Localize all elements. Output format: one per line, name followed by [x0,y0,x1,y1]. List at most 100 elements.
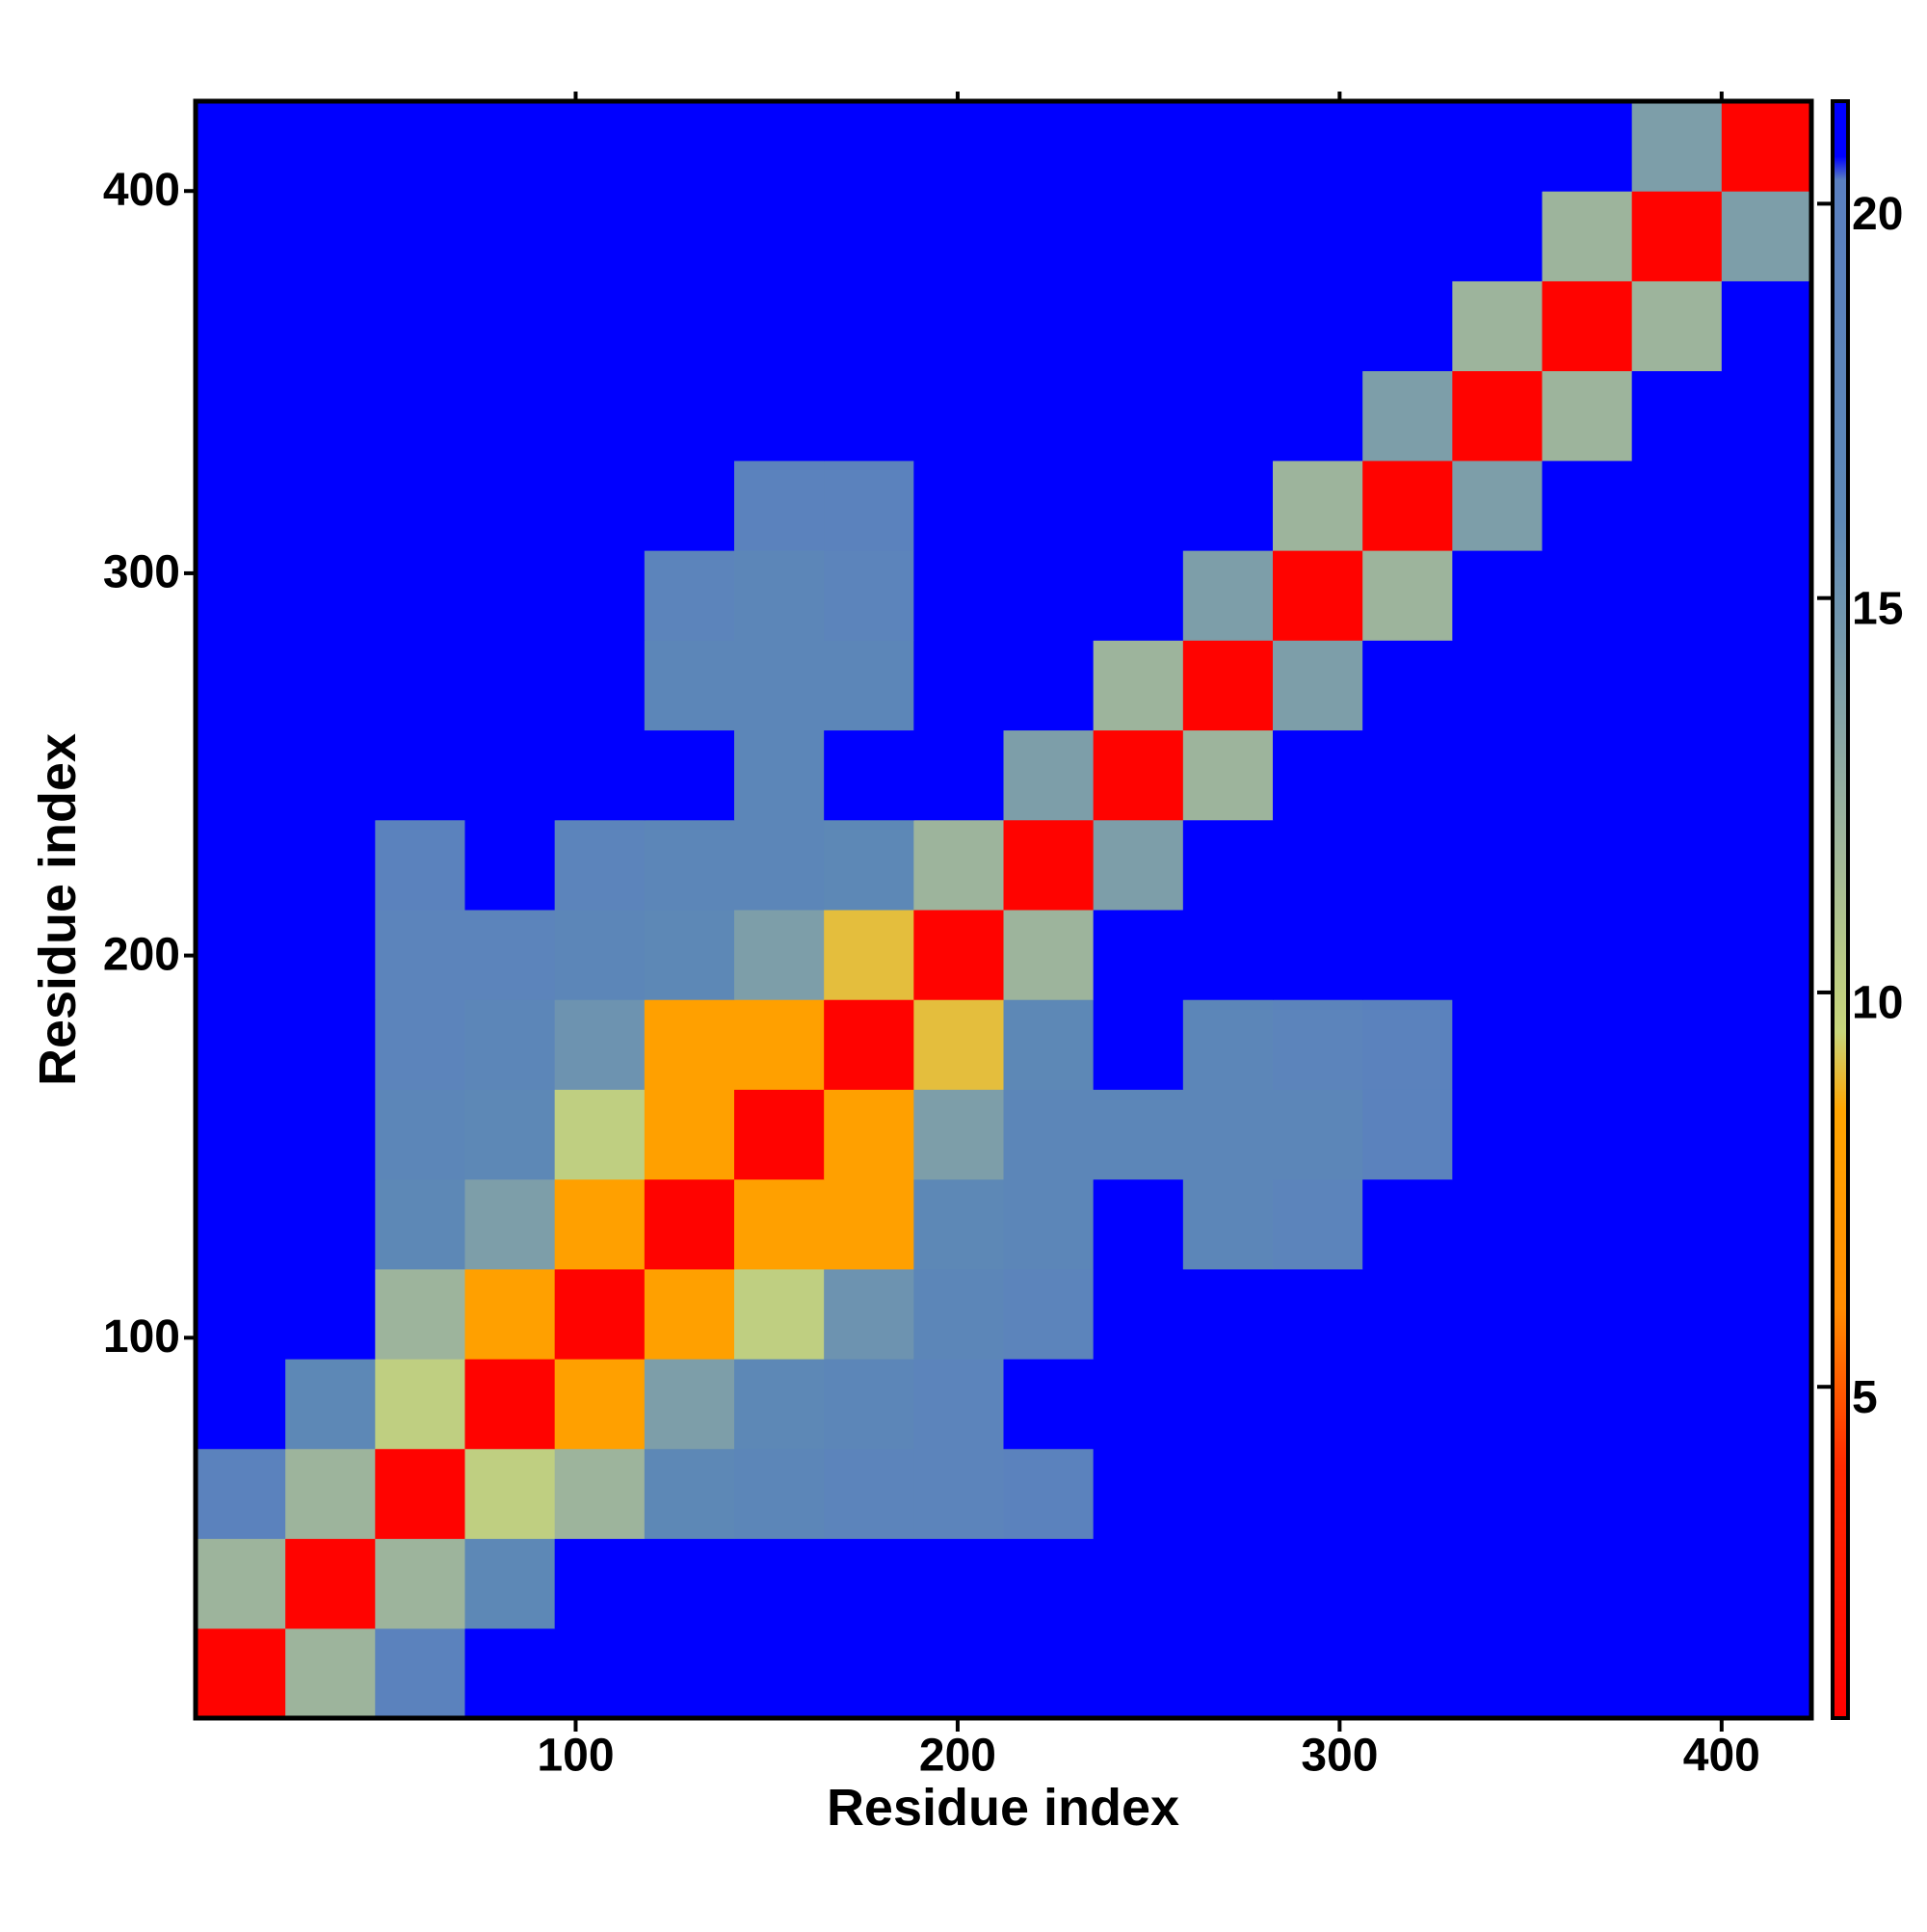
heatmap-cell [1003,1538,1095,1629]
heatmap-cell [554,550,646,641]
heatmap-cell [375,280,465,372]
heatmap-cell [1182,819,1274,911]
heatmap-cell [464,280,556,372]
heatmap-cell [1452,280,1543,372]
heatmap-cell [1182,370,1274,462]
heatmap-cell [1542,999,1633,1090]
heatmap-cell [1631,910,1723,1000]
heatmap-cell [824,280,914,372]
heatmap-cell [644,1359,735,1449]
heatmap-cell [464,191,556,281]
heatmap-cell [1182,1178,1274,1270]
heatmap-cell [554,1538,646,1629]
heatmap-cell [734,1268,825,1360]
heatmap-cell [375,460,465,551]
heatmap-cell [644,280,735,372]
heatmap-cell [1542,1538,1633,1629]
heatmap-cell [824,191,914,281]
heatmap-cell [1182,910,1274,1000]
heatmap-cell [1362,1089,1453,1180]
heatmap-cell [1631,999,1723,1090]
heatmap-cell [1182,101,1274,192]
heatmap-cell [1721,910,1812,1000]
heatmap-cell [1093,191,1184,281]
heatmap-cell [1542,280,1633,372]
heatmap-cell [196,640,286,731]
heatmap-cell [1631,101,1723,192]
heatmap-cell [1631,370,1723,462]
heatmap-cell [196,1448,286,1540]
heatmap-cell [285,280,376,372]
heatmap-cell [196,280,286,372]
heatmap-cell [1273,1089,1363,1180]
heatmap-cell [196,550,286,641]
heatmap-cell [1542,729,1633,821]
heatmap-cell [554,191,646,281]
heatmap-cell [1182,280,1274,372]
heatmap-cell [824,101,914,192]
heatmap-cell [1542,640,1633,731]
y-tick-label: 300 [103,547,180,598]
heatmap-cell [375,1628,465,1719]
heatmap-cell [196,729,286,821]
heatmap-cell [464,910,556,1000]
heatmap-cell [554,729,646,821]
heatmap-cell [285,640,376,731]
heatmap-cell [824,1538,914,1629]
heatmap-cell [1631,819,1723,911]
heatmap-cell [1093,1359,1184,1449]
heatmap-cell [913,280,1004,372]
heatmap-cell [1721,999,1812,1090]
heatmap-cell [734,370,825,462]
x-axis-label: Residue index [827,1779,1179,1837]
heatmap-cell [464,550,556,641]
heatmap-cell [1362,1359,1453,1449]
heatmap-cell [464,101,556,192]
heatmap-cell [1631,550,1723,641]
heatmap-cell [1182,1089,1274,1180]
heatmap-cell [913,1359,1004,1449]
heatmap-cell [644,101,735,192]
heatmap-cell [554,640,646,731]
heatmap [196,101,1812,1719]
heatmap-cell [824,729,914,821]
heatmap-cell [1452,1089,1543,1180]
x-tick-label: 400 [1683,1731,1760,1782]
heatmap-cell [734,910,825,1000]
heatmap-cell [824,1628,914,1719]
heatmap-cell [644,910,735,1000]
heatmap-cell [1273,1448,1363,1540]
heatmap-cell [1273,910,1363,1000]
heatmap-cell [1452,1538,1543,1629]
y-tick-label: 100 [103,1311,180,1363]
heatmap-cell [824,1178,914,1270]
heatmap-cell [1721,819,1812,911]
heatmap-cell [913,729,1004,821]
heatmap-cell [913,191,1004,281]
heatmap-cell [1093,819,1184,911]
heatmap-cell [1273,460,1363,551]
heatmap-cell [1721,640,1812,731]
heatmap-cell [196,819,286,911]
heatmap-cell [375,191,465,281]
heatmap-cell [1093,370,1184,462]
heatmap-cell [734,1178,825,1270]
heatmap-cell [644,729,735,821]
heatmap-cell [196,101,286,192]
heatmap-cell [1631,1628,1723,1719]
heatmap-cell [1093,1538,1184,1629]
heatmap-cell [1452,640,1543,731]
heatmap-cell [1182,1359,1274,1449]
heatmap-cell [1631,1359,1723,1449]
heatmap-cell [1003,819,1095,911]
heatmap-cell [375,729,465,821]
heatmap-cell [1362,729,1453,821]
heatmap-cell [1631,191,1723,281]
heatmap-cell [554,1178,646,1270]
heatmap-cell [464,1628,556,1719]
heatmap-cell [196,1178,286,1270]
heatmap-cell [1452,910,1543,1000]
heatmap-cell [644,1268,735,1360]
heatmap-cell [644,1448,735,1540]
heatmap-cell [285,1628,376,1719]
